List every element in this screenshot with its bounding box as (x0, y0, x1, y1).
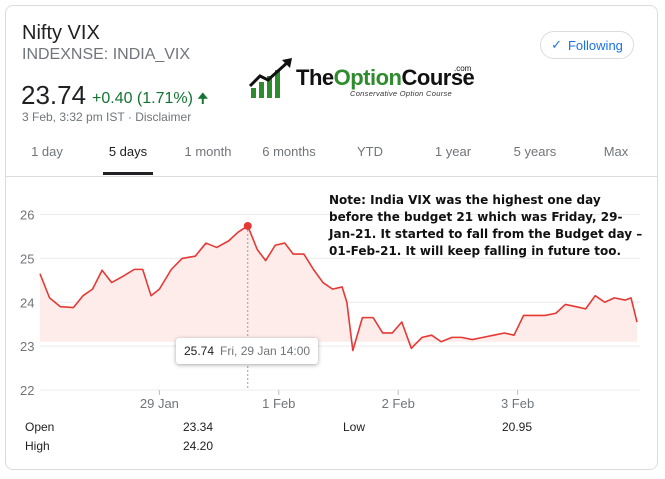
price-change: +0.40 (1.71%) 🠉 (92, 88, 209, 112)
following-button[interactable]: ✓ Following (540, 31, 634, 59)
logo-wordmark: TheOptionCourse (296, 65, 475, 90)
stat-open-label: Open (25, 420, 55, 434)
annotation-note: Note: India VIX was the highest one day … (329, 193, 643, 258)
following-label: Following (567, 37, 623, 53)
vix-line-chart[interactable]: 22 23 24 25 26 29 Jan 1 Feb 2 Feb 3 Feb (0, 180, 665, 410)
current-price: 23.74 (21, 80, 87, 110)
x-tick-label: 29 Jan (140, 396, 179, 410)
stat-low-value: 20.95 (502, 420, 533, 434)
highlight-point[interactable] (243, 221, 252, 230)
theoptioncourse-logo: TheOptionCourse .com Conservative Option… (248, 58, 478, 102)
bar-chart-logo-icon (248, 58, 292, 98)
price-change-value: +0.40 (1.71%) (92, 90, 193, 107)
tab-1-month[interactable]: 1 month (184, 144, 232, 159)
tab-5-days[interactable]: 5 days (108, 144, 148, 159)
active-tab-indicator (103, 172, 153, 175)
arrow-up-icon: 🠉 (196, 90, 209, 106)
tab-ytd[interactable]: YTD (357, 144, 383, 159)
y-tick-label: 22 (20, 383, 34, 398)
stat-high-label: High (25, 439, 50, 453)
stat-high-value: 24.20 (183, 439, 214, 453)
tab-5-years[interactable]: 5 years (513, 144, 557, 159)
tab-1-day[interactable]: 1 day (31, 144, 63, 159)
separator: · (127, 110, 132, 124)
timestamp-line: 3 Feb, 3:32 pm IST · Disclaimer (22, 110, 191, 124)
tooltip-value: 25.74 (184, 344, 215, 358)
y-tick-label: 24 (20, 295, 34, 310)
series-line (39, 225, 638, 352)
y-tick-label: 23 (20, 339, 34, 354)
tab-6-months[interactable]: 6 months (262, 144, 316, 159)
quote-card (5, 5, 658, 470)
stat-low-label: Low (343, 420, 366, 434)
timestamp: 3 Feb, 3:32 pm IST (22, 110, 125, 124)
logo-dotcom: .com (454, 64, 472, 73)
range-tabs: 1 day 5 days 1 month 6 months YTD 1 year… (5, 140, 658, 176)
disclaimer-link[interactable]: Disclaimer (135, 110, 192, 124)
checkmark-icon: ✓ (551, 37, 562, 52)
tab-max[interactable]: Max (603, 144, 629, 159)
logo-tagline: Conservative Option Course (350, 89, 453, 98)
x-tick-label: 1 Feb (262, 396, 295, 410)
tab-1-year[interactable]: 1 year (434, 144, 472, 159)
x-tick-label: 3 Feb (501, 396, 534, 410)
ticker-symbol: INDEXNSE: INDIA_VIX (22, 46, 191, 63)
y-tick-label: 26 (20, 208, 34, 223)
index-title: Nifty VIX (22, 22, 100, 44)
stat-open-value: 23.34 (183, 420, 214, 434)
y-tick-label: 25 (20, 251, 34, 266)
tooltip-time: Fri, 29 Jan 14:00 (220, 344, 311, 358)
chart-tooltip: 25.74 Fri, 29 Jan 14:00 (176, 338, 319, 364)
tabs-divider (5, 176, 658, 177)
x-tick-label: 2 Feb (382, 396, 415, 410)
